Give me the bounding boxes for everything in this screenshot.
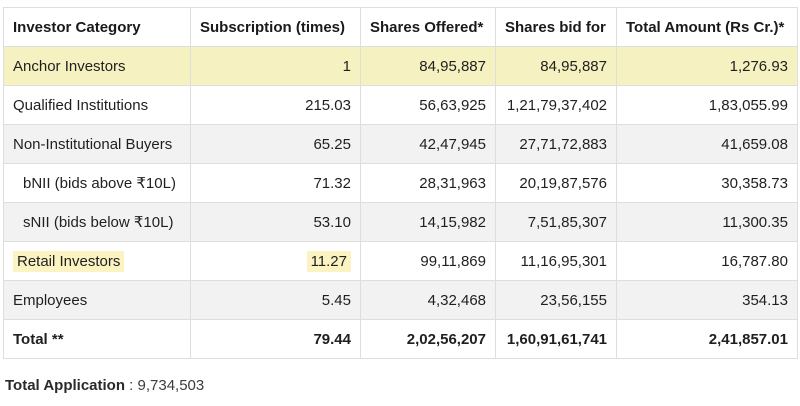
cell-shares-bid: 7,51,85,307 <box>495 202 617 242</box>
cell-shares-bid: 84,95,887 <box>495 46 617 86</box>
cell-amount: 354.13 <box>616 280 798 320</box>
cell-shares-offered: 42,47,945 <box>360 124 496 164</box>
cell-shares-offered: 14,15,982 <box>360 202 496 242</box>
cell-category: sNII (bids below ₹10L) <box>3 202 191 242</box>
cell-shares-offered: 84,95,887 <box>360 46 496 86</box>
cell-amount: 41,659.08 <box>616 124 798 164</box>
cell-subscription: 11.27 <box>190 241 361 281</box>
cell-amount: 2,41,857.01 <box>616 319 798 359</box>
cell-category: bNII (bids above ₹10L) <box>3 163 191 203</box>
cell-amount: 11,300.35 <box>616 202 798 242</box>
cell-category: Anchor Investors <box>3 46 191 86</box>
cell-shares-bid: 20,19,87,576 <box>495 163 617 203</box>
cell-shares-offered: 2,02,56,207 <box>360 319 496 359</box>
header-shares-bid-for: Shares bid for <box>495 7 617 47</box>
header-shares-offered: Shares Offered* <box>360 7 496 47</box>
header-subscription: Subscription (times) <box>190 7 361 47</box>
highlighted-category: Retail Investors <box>13 250 125 272</box>
total-application-label: Total Application <box>5 377 125 394</box>
header-investor-category: Investor Category <box>3 7 191 47</box>
cell-category: Employees <box>3 280 191 320</box>
table-row-snii: sNII (bids below ₹10L) 53.10 14,15,982 7… <box>3 202 798 242</box>
total-application-value: 9,734,503 <box>137 377 205 394</box>
header-row: Investor Category Subscription (times) S… <box>3 7 798 47</box>
cell-category: Qualified Institutions <box>3 85 191 125</box>
cell-shares-bid: 11,16,95,301 <box>495 241 617 281</box>
total-application-line: Total Application : 9,734,503 <box>5 377 204 394</box>
cell-category: Total ** <box>3 319 191 359</box>
cell-shares-offered: 28,31,963 <box>360 163 496 203</box>
header-total-amount: Total Amount (Rs Cr.)* <box>616 7 798 47</box>
cell-amount: 16,787.80 <box>616 241 798 281</box>
cell-shares-bid: 27,71,72,883 <box>495 124 617 164</box>
table-row-employees: Employees 5.45 4,32,468 23,56,155 354.13 <box>3 280 798 320</box>
cell-category: Retail Investors <box>3 241 191 281</box>
table-row-bnii: bNII (bids above ₹10L) 71.32 28,31,963 2… <box>3 163 798 203</box>
cell-amount: 1,276.93 <box>616 46 798 86</box>
cell-subscription: 1 <box>190 46 361 86</box>
table-row-retail-investors: Retail Investors 11.27 99,11,869 11,16,9… <box>3 241 798 281</box>
subscription-table: Investor Category Subscription (times) S… <box>3 7 798 359</box>
table-header: Investor Category Subscription (times) S… <box>3 7 798 47</box>
cell-subscription: 65.25 <box>190 124 361 164</box>
table-row-total: Total ** 79.44 2,02,56,207 1,60,91,61,74… <box>3 319 798 359</box>
cell-subscription: 5.45 <box>190 280 361 320</box>
cell-shares-bid: 23,56,155 <box>495 280 617 320</box>
table-row-qualified-institutions: Qualified Institutions 215.03 56,63,925 … <box>3 85 798 125</box>
highlighted-subscription: 11.27 <box>306 250 351 272</box>
cell-subscription: 215.03 <box>190 85 361 125</box>
table-row-anchor-investors: Anchor Investors 1 84,95,887 84,95,887 1… <box>3 46 798 86</box>
cell-amount: 30,358.73 <box>616 163 798 203</box>
cell-shares-bid: 1,21,79,37,402 <box>495 85 617 125</box>
cell-subscription: 71.32 <box>190 163 361 203</box>
cell-subscription: 79.44 <box>190 319 361 359</box>
table-body: Anchor Investors 1 84,95,887 84,95,887 1… <box>3 46 798 359</box>
cell-shares-offered: 99,11,869 <box>360 241 496 281</box>
cell-shares-bid: 1,60,91,61,741 <box>495 319 617 359</box>
cell-shares-offered: 56,63,925 <box>360 85 496 125</box>
cell-shares-offered: 4,32,468 <box>360 280 496 320</box>
table-row-non-institutional-buyers: Non-Institutional Buyers 65.25 42,47,945… <box>3 124 798 164</box>
total-application-separator: : <box>125 377 138 394</box>
cell-category: Non-Institutional Buyers <box>3 124 191 164</box>
cell-subscription: 53.10 <box>190 202 361 242</box>
cell-amount: 1,83,055.99 <box>616 85 798 125</box>
